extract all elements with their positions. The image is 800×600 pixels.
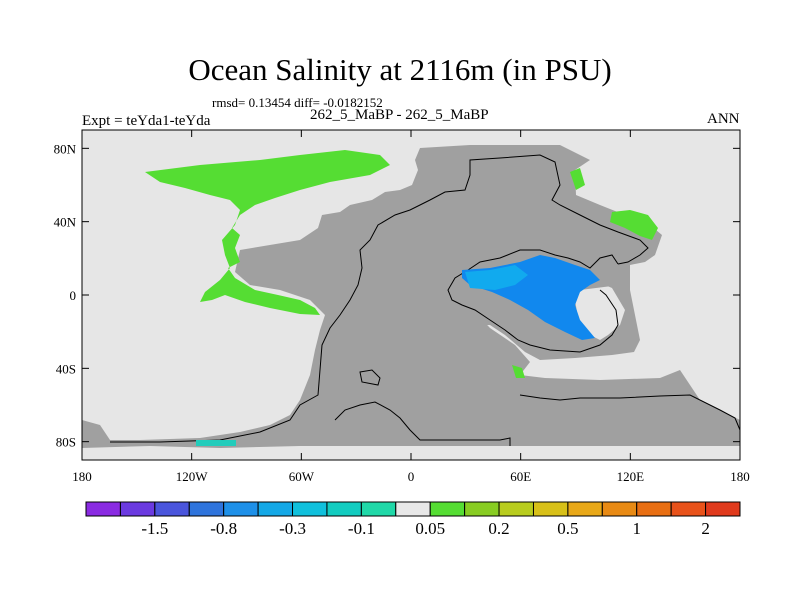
colorbar-swatch bbox=[532, 501, 569, 517]
colorbar-swatch bbox=[292, 501, 328, 517]
colorbar-swatch bbox=[670, 501, 707, 517]
colorbar-label: -0.1 bbox=[348, 519, 375, 538]
longitude-axis: 180 120W 60W 0 60E 120E 180 bbox=[72, 130, 750, 484]
colorbar-label: 1 bbox=[632, 519, 641, 538]
colorbar-swatch bbox=[567, 501, 603, 517]
stats-label: rmsd= 0.13454 diff= -0.0182152 bbox=[212, 95, 383, 110]
colorbar-swatch bbox=[429, 501, 466, 517]
positive-anomaly-south bbox=[512, 365, 525, 378]
lon-tick-label: 120E bbox=[617, 469, 645, 484]
lon-tick-label: 120W bbox=[176, 469, 209, 484]
lon-tick-label: 0 bbox=[408, 469, 415, 484]
colorbar-label: 0.05 bbox=[415, 519, 445, 538]
colorbar-swatch bbox=[154, 501, 190, 517]
lon-tick-label: 180 bbox=[72, 469, 92, 484]
coastline-outer bbox=[110, 154, 649, 443]
lon-tick-label: 180 bbox=[730, 469, 750, 484]
colorbar-label: -0.8 bbox=[210, 519, 237, 538]
season-label: ANN bbox=[707, 111, 740, 127]
positive-anomaly-north bbox=[145, 150, 390, 315]
colorbar-swatch bbox=[464, 501, 500, 517]
map-panel bbox=[81, 129, 741, 461]
land-island-west bbox=[82, 420, 110, 440]
colorbar-label: -0.3 bbox=[279, 519, 306, 538]
positive-anomaly-east bbox=[610, 210, 658, 240]
experiment-label: Expt = teYda1-teYda bbox=[82, 113, 211, 129]
lat-tick-label: 40N bbox=[54, 215, 77, 230]
lat-tick-label: 80N bbox=[54, 141, 77, 156]
land-mass-pangaea bbox=[82, 145, 740, 448]
colorbar-swatch bbox=[601, 501, 638, 517]
coastline-island bbox=[359, 369, 381, 386]
latitude-axis: 80N 40N 0 40S 80S bbox=[54, 141, 740, 450]
colorbar-swatch bbox=[188, 501, 225, 517]
coastline-south bbox=[334, 394, 741, 446]
map-title: Ocean Salinity at 2116m (in PSU) bbox=[188, 52, 612, 87]
coastline-inner-tethys bbox=[447, 249, 619, 353]
lat-tick-label: 0 bbox=[70, 288, 77, 303]
colorbar-swatch bbox=[360, 501, 397, 517]
colorbar-swatch bbox=[498, 501, 534, 517]
colorbar-label: 0.5 bbox=[557, 519, 578, 538]
colorbar: -1.5 -0.8 -0.3 -0.1 0.05 0.2 0.5 1 2 bbox=[85, 501, 741, 538]
colorbar-swatch bbox=[636, 501, 672, 517]
lon-tick-label: 60W bbox=[289, 469, 315, 484]
colorbar-label: -1.5 bbox=[141, 519, 168, 538]
coastline-contours bbox=[110, 154, 741, 446]
negative-anomaly-light bbox=[465, 265, 528, 290]
colorbar-label: 0.2 bbox=[488, 519, 509, 538]
colorbar-swatch bbox=[705, 501, 741, 517]
positive-anomaly-east2 bbox=[570, 168, 585, 190]
lat-tick-label: 40S bbox=[56, 361, 76, 376]
colorbar-swatch bbox=[85, 501, 121, 517]
colorbar-swatch bbox=[326, 501, 362, 517]
colorbar-swatch bbox=[119, 501, 156, 517]
colorbar-swatch bbox=[257, 501, 294, 517]
lon-tick-label: 60E bbox=[510, 469, 531, 484]
lat-tick-label: 80S bbox=[56, 435, 76, 450]
teal-anomaly-south bbox=[196, 440, 236, 446]
colorbar-swatch bbox=[395, 501, 431, 517]
colorbar-label: 2 bbox=[701, 519, 710, 538]
period-label: 262_5_MaBP - 262_5_MaBP bbox=[310, 107, 489, 123]
colorbar-swatch bbox=[223, 501, 259, 517]
